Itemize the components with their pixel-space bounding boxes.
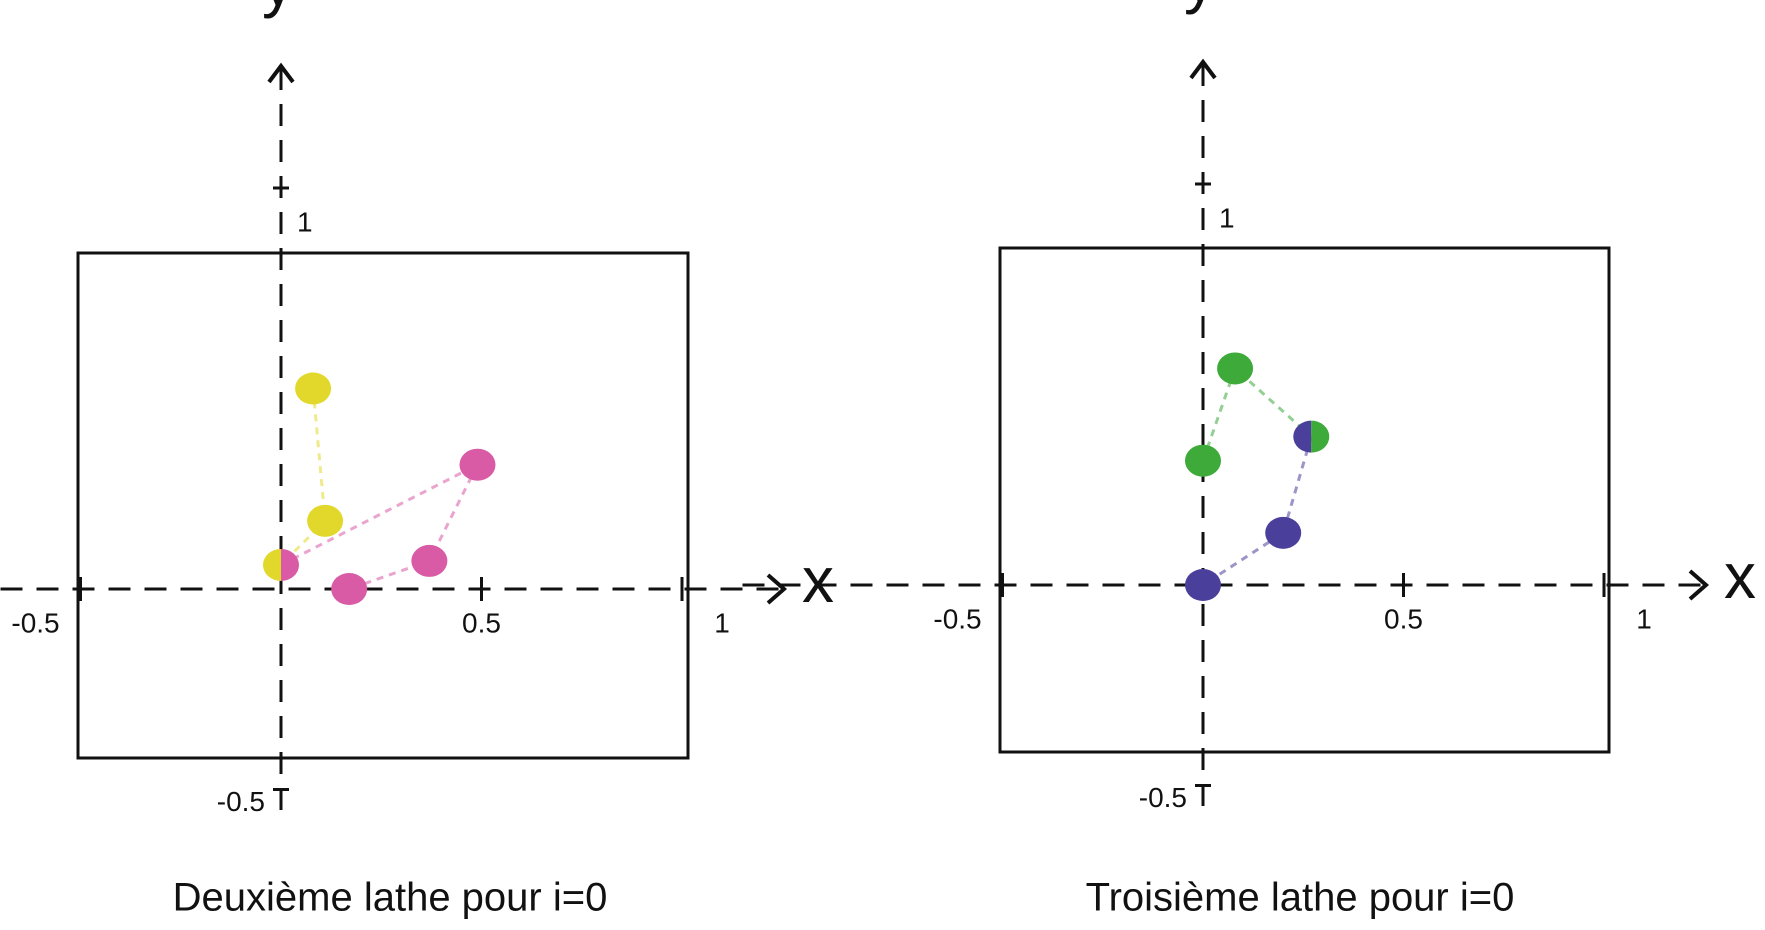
connector	[280, 461, 481, 591]
y-axis-label: y	[262, 0, 294, 19]
y-arrow	[1189, 58, 1217, 80]
x-tick-label: 1	[1636, 603, 1652, 634]
y-tick-label: 1	[297, 206, 313, 237]
caption: Troisième lathe pour i=0	[1086, 876, 1515, 920]
point	[1185, 569, 1221, 601]
x-axis-label: x	[1724, 540, 1756, 612]
x-tick-label: -0.5	[933, 603, 981, 634]
connector	[1201, 365, 1313, 462]
point	[1265, 516, 1302, 549]
frame	[76, 251, 690, 760]
x-tick-label: 0.5	[1384, 603, 1423, 634]
x-tick-label: -0.5	[11, 607, 59, 638]
point	[263, 548, 281, 581]
x-tick-label: 0.5	[462, 607, 501, 638]
y-tick-label: 1	[1219, 202, 1235, 233]
point	[1293, 420, 1312, 453]
x-arrow	[766, 573, 788, 605]
connector	[279, 388, 327, 567]
point	[1311, 420, 1330, 453]
point	[411, 544, 448, 577]
point	[1185, 444, 1221, 477]
x-axis-label: x	[802, 544, 834, 616]
caption: Deuxième lathe pour i=0	[173, 876, 608, 920]
y-arrow	[267, 62, 295, 84]
point	[459, 448, 496, 481]
y-tick-label: -0.5	[217, 786, 265, 817]
point	[307, 504, 344, 537]
x-arrow	[1688, 569, 1710, 601]
y-tick-label: -0.5	[1139, 782, 1187, 813]
point	[1217, 352, 1254, 385]
point	[295, 372, 332, 405]
frame	[998, 246, 1611, 754]
point	[331, 573, 368, 605]
point	[281, 548, 299, 581]
y-axis-label: y	[1184, 0, 1216, 15]
x-tick-label: 1	[714, 607, 730, 638]
